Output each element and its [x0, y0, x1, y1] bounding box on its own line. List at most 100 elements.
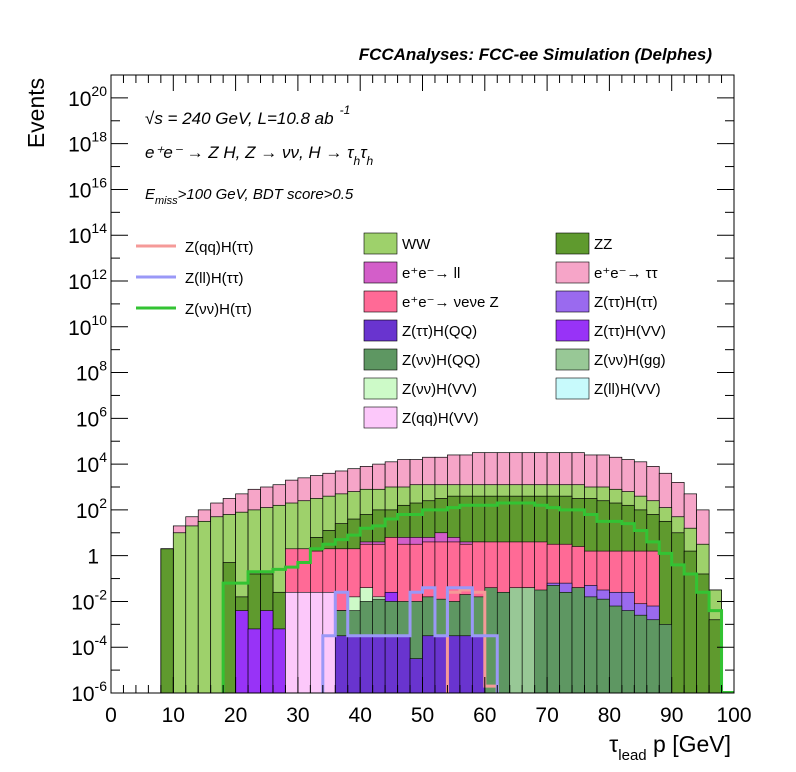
bar-ww [172, 532, 187, 693]
legend-swatch-z-qq-h-vv [363, 406, 398, 429]
bar-z-h-qq [658, 624, 672, 693]
y-tick-label: 10-6 [71, 678, 107, 706]
bar-ww [185, 525, 199, 693]
legend-label-z-qq-h-vv: Z(qq)H(VV) [402, 410, 479, 427]
legend-swatch-z-h-qq [363, 348, 398, 371]
y-tick-label: 104 [76, 449, 107, 477]
legend-swatch-z-h-vv [363, 377, 398, 400]
x-tick-label: 40 [349, 704, 372, 727]
legend-label-e-e-e-e-z: e⁺e⁻→ νeνe Z [402, 294, 499, 311]
bar-z-h-vv [272, 628, 286, 693]
y-tick-label: 1018 [68, 129, 107, 157]
legend-label-z-h-vv: Z(νν)H(VV) [402, 381, 477, 398]
legend-label-z-h: Z(ττ)H(ττ) [594, 294, 658, 311]
y-tick-label: 10-4 [71, 632, 107, 660]
bar-z-h-qq [621, 610, 635, 693]
y-tick-label: 108 [76, 358, 107, 386]
x-tick-label: 60 [473, 704, 496, 727]
bar-z-h-qq [496, 591, 511, 693]
legend-swatch-z-ll-h-vv [555, 377, 590, 400]
x-axis-label: τlead p [GeV] [609, 731, 731, 764]
x-tick-label: 30 [286, 704, 309, 727]
bar-z-h-qq [584, 596, 598, 693]
legend-line-label-z-h: Z(νν)H(ττ) [185, 301, 252, 318]
bar-z-h-qq [571, 587, 585, 693]
bar-z-h-qq [347, 635, 361, 693]
bar-z-h-qq [384, 635, 398, 693]
bar-z-h-qq [409, 658, 423, 693]
legend-label-z-ll-h-vv: Z(ll)H(VV) [594, 381, 661, 398]
x-tick-label: 90 [660, 704, 683, 727]
y-tick-label: 1016 [68, 174, 107, 202]
annotation-cut: Emiss>100 GeV, BDT score>0.5 [145, 186, 354, 207]
bar-ww [210, 516, 224, 693]
legend-swatch-e-e-ll [363, 261, 398, 284]
legend-label-e-e-ll: e⁺e⁻→ ll [402, 265, 460, 282]
bar-z-h-qq [546, 585, 560, 693]
bar-z-h-qq [472, 635, 486, 693]
legend-label-ww: WW [402, 236, 431, 253]
bar-zz-low [160, 548, 174, 693]
bar-z-h-vv [247, 628, 261, 693]
legend-line-label-z-ll-h: Z(ll)H(ττ) [185, 270, 244, 287]
x-tick-label: 10 [162, 704, 185, 727]
bar-z-h-qq [609, 605, 623, 693]
y-tick-label: 1010 [68, 312, 107, 340]
bar-z-h-vv [235, 610, 249, 693]
bar-z-h-qq [646, 619, 660, 693]
bar-ww [197, 520, 212, 693]
legend-label-z-h-vv: Z(ττ)H(VV) [594, 323, 666, 340]
block-z-qq-h-vv [285, 591, 336, 693]
y-tick-label: 106 [76, 403, 107, 431]
block-z-h-gg [509, 587, 535, 693]
legend-label-z-h-qq: Z(ττ)H(QQ) [402, 323, 477, 340]
x-tick-label: 20 [224, 704, 247, 727]
annotations: √s = 240 GeV, L=10.8 ab -1 e⁺e⁻ → Z H, Z →… [145, 103, 374, 207]
y-tick-label: 10-2 [71, 586, 107, 614]
bar-z-h-qq [459, 635, 473, 693]
line-z-ll-h [321, 586, 499, 693]
legend-label-e-e: e⁺e⁻→ ττ [594, 265, 658, 282]
block-z-h-qq [334, 635, 486, 693]
legend-swatch-ww [363, 232, 398, 255]
annotation-process: e⁺e⁻ → Z H, Z → νν, H → τhτh [145, 143, 374, 168]
legend: Z(qq)H(ττ) Z(ll)H(ττ) Z(νν)H(ττ) WW e⁺e⁻→ ll… [136, 232, 666, 429]
bar-zz [708, 619, 722, 693]
bar-z-h-qq [422, 635, 436, 693]
bar-z-qq-h-vv [285, 591, 299, 693]
bar-z-h-vv [260, 610, 274, 693]
y-axis-label: Events [23, 78, 49, 148]
legend-label-z-h-qq: Z(νν)H(QQ) [402, 352, 480, 369]
annotation-energy: √s = 240 GeV, L=10.8 ab -1 [145, 103, 350, 128]
bar-zz [683, 550, 697, 693]
legend-label-z-h-gg: Z(νν)H(gg) [594, 352, 666, 369]
bar-z-qq-h-vv [310, 591, 324, 693]
y-tick-label: 1014 [68, 220, 107, 248]
legend-swatch-z-h-gg [555, 348, 590, 371]
y-tick-label: 1020 [68, 83, 107, 111]
x-tick-label: 50 [411, 704, 434, 727]
bar-z-h-qq [484, 587, 498, 693]
legend-swatch-zz [555, 232, 590, 255]
x-tick-label: 70 [535, 704, 558, 727]
legend-swatch-z-h-vv [555, 319, 590, 342]
legend-swatch-z-h [555, 290, 590, 313]
legend-swatch-e-e-e-e-z [363, 290, 398, 313]
legend-line-label-z-qq-h: Z(qq)H(ττ) [185, 239, 254, 256]
x-tick-label: 80 [598, 704, 621, 727]
bar-z-h-qq [359, 635, 373, 693]
bar-z-h-qq [434, 635, 448, 693]
line-z-h [221, 501, 734, 693]
bar-zz [671, 532, 685, 693]
bar-z-qq-h-vv [322, 591, 336, 693]
y-tick-label: 1012 [68, 266, 107, 294]
legend-swatch-e-e [555, 261, 590, 284]
legend-swatch-z-h-qq [363, 319, 398, 342]
bar-z-h-qq [397, 635, 411, 693]
bar-z-qq-h-vv [297, 591, 311, 693]
bar-z-h-qq [634, 614, 648, 693]
bar-z-h-qq [559, 591, 573, 693]
bar-z-h-qq [447, 635, 461, 693]
bar-z-h-gg [521, 587, 535, 693]
